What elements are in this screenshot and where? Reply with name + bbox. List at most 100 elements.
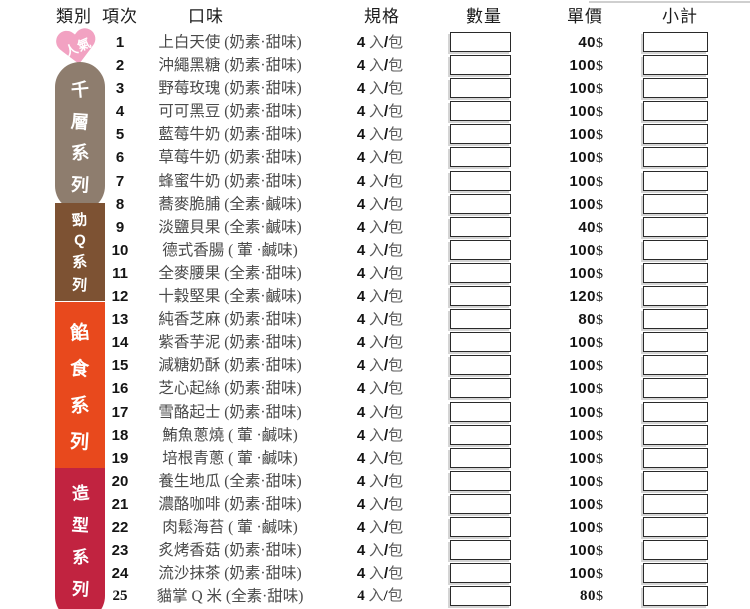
flavor-label: 藍莓牛奶 (奶素·甜味) [158,126,302,144]
col-header-unit-price: 單價 [567,7,603,26]
table-row: 20 養生地瓜 (全素·甜味) 4 入/包 100$ [0,470,750,493]
subtotal-input[interactable] [643,516,708,537]
subtotal-input[interactable] [643,424,708,445]
unit-price: 100$ [569,264,603,282]
subtotal-input[interactable] [643,239,708,260]
unit-price: 100$ [569,426,603,444]
quantity-input[interactable] [450,563,511,584]
table-row: 22 肉鬆海苔 ( 葷 ·鹹味) 4 入/包 100$ [0,516,750,539]
subtotal-input[interactable] [643,470,708,491]
unit-price: 100$ [569,403,603,421]
spec-label: 4 入/包 [356,218,404,236]
flavor-label: 蕎麥脆脯 (全素·鹹味) [158,195,302,213]
col-header-quantity: 數量 [466,7,502,26]
quantity-input[interactable] [450,447,511,468]
col-header-subtotal: 小計 [662,7,698,26]
quantity-input[interactable] [450,540,511,561]
item-number: 18 [111,426,129,444]
subtotal-input[interactable] [643,563,708,584]
flavor-label: 培根青蔥 ( 葷 ·鹹味) [162,449,298,467]
subtotal-input[interactable] [643,332,708,353]
subtotal-input[interactable] [643,586,708,607]
quantity-input[interactable] [450,124,511,145]
item-number: 1 [115,34,125,51]
item-number: 10 [111,241,129,259]
subtotal-input[interactable] [643,32,708,52]
flavor-label: 十穀堅果 (全素·鹹味) [158,288,302,306]
unit-price: 100$ [569,80,603,98]
table-row: 21 濃酪咖啡 (奶素·甜味) 4 入/包 100$ [0,493,750,516]
quantity-input[interactable] [450,401,511,422]
subtotal-input[interactable] [643,147,708,168]
spec-label: 4 入/包 [356,472,404,490]
flavor-label: 野莓玫瑰 (奶素·甜味) [158,80,302,98]
quantity-input[interactable] [450,193,511,214]
quantity-input[interactable] [450,55,511,76]
col-header-item-no: 項次 [102,7,138,26]
subtotal-input[interactable] [643,286,708,307]
quantity-input[interactable] [450,470,511,491]
table-row: 16 芝心起絲 (奶素·甜味) 4 入/包 100$ [0,377,750,400]
flavor-label: 上白天使 (奶素·甜味) [158,34,302,51]
spec-label: 4 入/包 [356,241,404,259]
subtotal-input[interactable] [643,355,708,376]
unit-price: 100$ [569,542,603,560]
quantity-input[interactable] [450,516,511,537]
col-header-category: 類別 [56,7,92,26]
unit-price: 100$ [569,103,603,121]
quantity-input[interactable] [450,309,511,330]
subtotal-input[interactable] [643,193,708,214]
item-number: 2 [115,57,125,75]
subtotal-input[interactable] [643,78,708,99]
quantity-input[interactable] [450,286,511,307]
spec-label: 4 入/包 [356,426,404,444]
subtotal-input[interactable] [643,401,708,422]
subtotal-input[interactable] [643,540,708,561]
subtotal-input[interactable] [643,124,708,145]
subtotal-input[interactable] [643,216,708,237]
unit-price: 100$ [569,149,603,167]
subtotal-input[interactable] [643,101,708,122]
flavor-label: 沖繩黑糖 (奶素·甜味) [158,57,302,75]
flavor-label: 全麥腰果 (全素·甜味) [158,264,302,282]
quantity-input[interactable] [450,355,511,376]
subtotal-input[interactable] [643,170,708,191]
spec-label: 4 入/包 [356,542,404,560]
subtotal-input[interactable] [643,55,708,76]
category-block: 造型系列 [55,468,105,609]
unit-price: 100$ [569,57,603,75]
quantity-input[interactable] [450,424,511,445]
quantity-input[interactable] [450,78,511,99]
subtotal-input[interactable] [643,262,708,283]
quantity-input[interactable] [450,332,511,353]
quantity-input[interactable] [450,239,511,260]
subtotal-input[interactable] [643,447,708,468]
flavor-label: 淡鹽貝果 (全素·鹹味) [158,218,302,236]
unit-price: 100$ [569,357,603,375]
table-row: 5 藍莓牛奶 (奶素·甜味) 4 入/包 100$ [0,123,750,146]
table-row: 23 炙烤香菇 (奶素·甜味) 4 入/包 100$ [0,539,750,562]
subtotal-input[interactable] [643,378,708,399]
table-row: 7 蜂蜜牛奶 (奶素·甜味) 4 入/包 100$ [0,170,750,193]
subtotal-input[interactable] [643,493,708,514]
quantity-input[interactable] [450,170,511,191]
item-number: 3 [115,80,125,98]
quantity-input[interactable] [450,147,511,168]
spec-label: 4 入/包 [356,195,404,213]
category-block: 餡食系列 [55,302,105,470]
unit-price: 100$ [569,518,603,536]
quantity-input[interactable] [450,216,511,237]
item-number: 21 [111,495,129,513]
quantity-input[interactable] [450,32,511,52]
quantity-input[interactable] [450,262,511,283]
quantity-input[interactable] [450,378,511,399]
quantity-input[interactable] [450,101,511,122]
flavor-label: 貓掌 Q 米 (全素·甜味) [156,588,304,606]
quantity-input[interactable] [450,586,511,607]
subtotal-input[interactable] [643,309,708,330]
quantity-input[interactable] [450,493,511,514]
unit-price: 100$ [569,472,603,490]
item-number: 24 [111,565,129,583]
